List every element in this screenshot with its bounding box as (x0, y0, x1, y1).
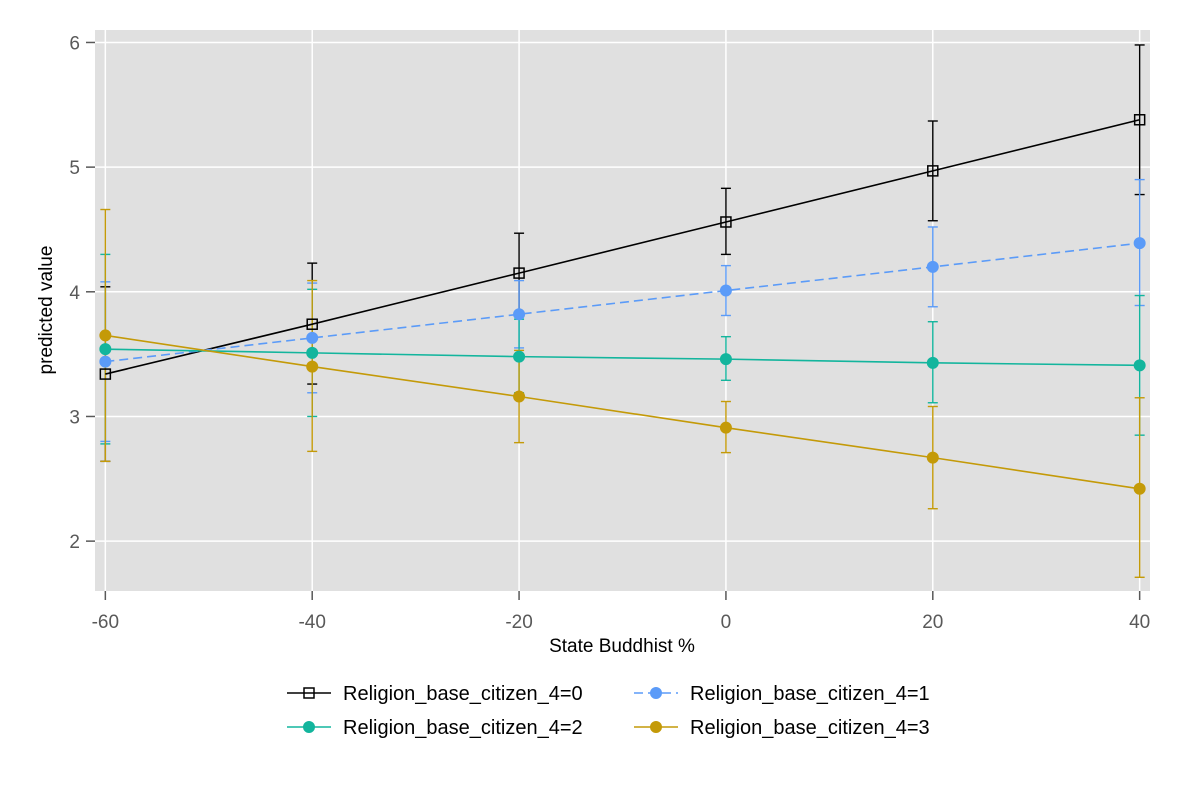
point-marker (306, 360, 319, 373)
y-tick-label: 4 (69, 283, 80, 304)
point-marker (99, 355, 112, 368)
legend-item: Religion_base_citizen_4=0 (287, 683, 583, 705)
point-marker (303, 687, 315, 699)
point-marker (303, 721, 315, 733)
point-marker (720, 216, 732, 228)
x-tick-label: 20 (922, 612, 943, 633)
y-tick-label: 2 (69, 532, 80, 553)
x-tick-label: 0 (721, 612, 732, 633)
legend-label: Religion_base_citizen_4=2 (343, 717, 583, 739)
series-markers (99, 114, 1146, 495)
x-tick-label: 40 (1129, 612, 1150, 633)
point-marker (513, 350, 526, 363)
point-marker (1133, 114, 1146, 126)
series-line (105, 242, 1140, 363)
point-marker (926, 451, 939, 464)
series-line (105, 334, 1140, 490)
y-tick-label: 5 (69, 158, 80, 179)
point-marker (513, 308, 526, 321)
series-lines (105, 118, 1140, 490)
point-marker (927, 165, 939, 177)
point-marker (650, 721, 662, 733)
series-line (105, 118, 1140, 375)
legend-item: Religion_base_citizen_4=2 (287, 717, 583, 739)
point-marker (1133, 482, 1146, 495)
x-tick-label: -60 (92, 612, 119, 633)
point-marker (719, 353, 732, 366)
point-marker (99, 343, 112, 356)
axes: 2 3 4 5 6 -60 -40 -20 0 20 40 (69, 33, 1150, 633)
point-marker (99, 329, 112, 342)
point-marker (306, 346, 319, 359)
legend-label: Religion_base_citizen_4=1 (690, 683, 930, 705)
plot-area (95, 30, 1150, 591)
series-line (105, 348, 1140, 367)
point-marker (650, 687, 662, 699)
point-marker (719, 421, 732, 434)
legend-label: Religion_base_citizen_4=3 (690, 717, 930, 739)
point-marker (719, 284, 732, 297)
legend-item: Religion_base_citizen_4=3 (634, 717, 930, 739)
point-marker (1133, 359, 1146, 372)
legend-label: Religion_base_citizen_4=0 (343, 683, 583, 705)
point-marker (513, 267, 525, 279)
x-tick-label: -40 (298, 612, 325, 633)
y-axis-title: predicted value (36, 246, 57, 375)
legend-item: Religion_base_citizen_4=1 (634, 683, 930, 705)
legend: Religion_base_citizen_4=0 Religion_base_c… (287, 683, 930, 739)
x-tick-label: -20 (505, 612, 532, 633)
y-tick-label: 6 (69, 33, 80, 54)
point-marker (306, 318, 318, 330)
point-marker (513, 390, 526, 403)
x-axis-title: State Buddhist % (549, 636, 695, 657)
point-marker (926, 260, 939, 273)
point-marker (306, 331, 319, 344)
point-marker (926, 356, 939, 369)
point-marker (99, 368, 112, 380)
y-tick-label: 3 (69, 407, 80, 428)
point-marker (1133, 237, 1146, 250)
